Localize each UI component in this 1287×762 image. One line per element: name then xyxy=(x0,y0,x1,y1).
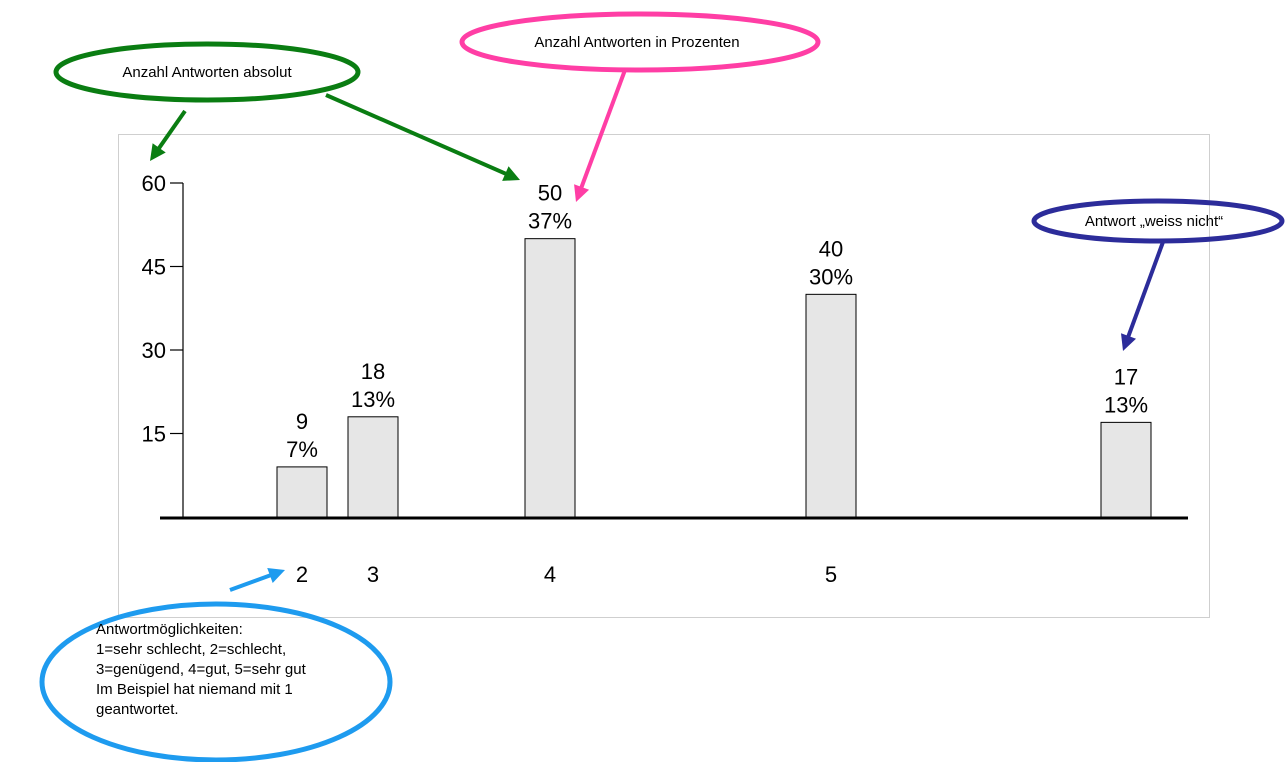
answer-options-line: 1=sehr schlecht, 2=schlecht, xyxy=(96,641,287,658)
bar xyxy=(524,238,576,518)
bar xyxy=(1100,421,1152,518)
bar-value-label: 9 xyxy=(296,409,308,434)
bar-percent-label: 13% xyxy=(1104,392,1148,417)
x-category-label: 5 xyxy=(825,562,837,587)
x-category-label: 2 xyxy=(296,562,308,587)
plot-frame xyxy=(118,134,1210,618)
arrow-head xyxy=(502,166,520,181)
dont-know-callout-text: Antwort „weiss nicht“ xyxy=(1085,213,1223,230)
answer-options-line: Im Beispiel hat niemand mit 1 xyxy=(96,681,293,698)
arrow-shaft xyxy=(229,571,277,592)
arrow-head xyxy=(267,567,285,583)
bar-value-label: 17 xyxy=(1114,364,1138,389)
answer-options-line: geantwortet. xyxy=(96,701,179,718)
arrow-head xyxy=(1121,333,1137,351)
bar xyxy=(805,293,857,518)
y-tick-label: 30 xyxy=(142,338,166,363)
y-tick-label: 15 xyxy=(142,422,166,447)
y-tick-label: 45 xyxy=(142,255,166,280)
bar-percent-label: 37% xyxy=(528,209,572,234)
answer-options-note: Antwortmöglichkeiten: 1=sehr schlecht, 2… xyxy=(96,620,396,720)
x-category-label: 3 xyxy=(367,562,379,587)
arrow-shaft xyxy=(1124,241,1165,343)
arrow-shaft xyxy=(325,93,512,178)
bar-value-label: 50 xyxy=(538,181,562,206)
y-tick-label: 60 xyxy=(142,171,166,196)
percent-callout-ellipse xyxy=(459,11,821,73)
options-callout-ellipse xyxy=(39,601,393,762)
arrow-shaft xyxy=(577,69,627,194)
bar xyxy=(276,466,328,518)
absolute-callout-text: Anzahl Antworten absolut xyxy=(122,64,292,81)
arrow-shaft xyxy=(154,109,187,154)
x-category-label: 4 xyxy=(544,562,556,587)
bar-percent-label: 7% xyxy=(286,437,318,462)
answer-options-line: 3=genügend, 4=gut, 5=sehr gut xyxy=(96,661,306,678)
arrow-head xyxy=(574,184,590,202)
bar-value-label: 40 xyxy=(819,236,843,261)
dont-know-callout-ellipse xyxy=(1031,198,1285,244)
arrow-head xyxy=(150,143,166,161)
bar-percent-label: 30% xyxy=(809,264,853,289)
bar-percent-label: 13% xyxy=(351,387,395,412)
bar-value-label: 18 xyxy=(361,359,385,384)
bar xyxy=(347,416,399,518)
percent-callout-text: Anzahl Antworten in Prozenten xyxy=(534,34,739,51)
absolute-callout-ellipse xyxy=(53,41,361,103)
answer-options-line: Antwortmöglichkeiten: xyxy=(96,621,243,638)
